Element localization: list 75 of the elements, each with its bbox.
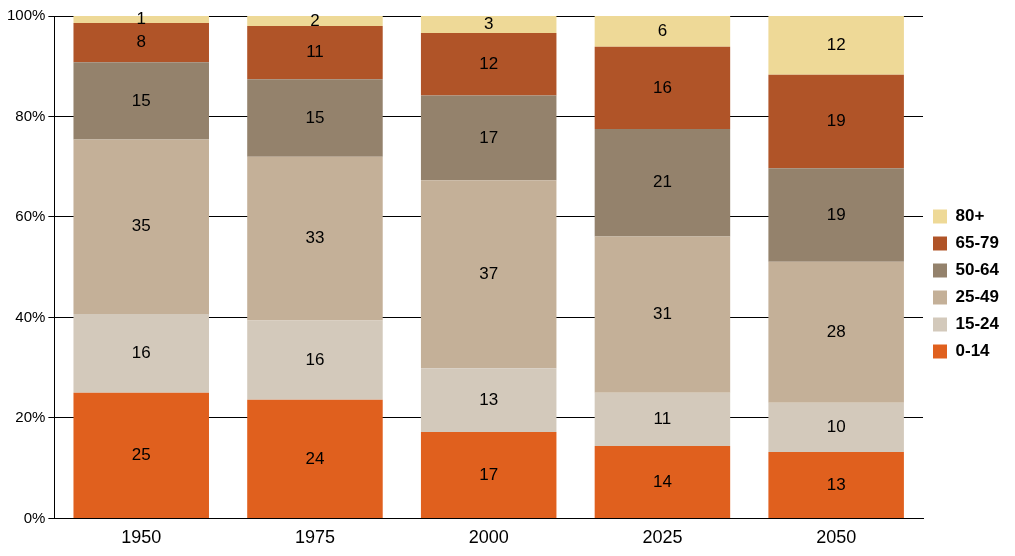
data-label: 15 [305, 107, 325, 127]
data-label: 17 [479, 464, 499, 484]
bar [73, 392, 209, 518]
data-label: 24 [305, 448, 325, 468]
bar [594, 236, 731, 393]
bar [247, 26, 383, 80]
data-label: 21 [652, 172, 672, 192]
x-tick-label: 1950 [121, 527, 162, 548]
bar [247, 320, 383, 400]
bar [594, 16, 731, 47]
x-tick-label: 2025 [642, 527, 683, 548]
data-label: 14 [652, 471, 672, 491]
bar [73, 139, 209, 314]
data-label: 19 [826, 111, 846, 131]
data-label: 2 [310, 10, 320, 30]
data-label: 13 [479, 389, 499, 409]
bar [420, 95, 557, 181]
legend-label: 0-14 [955, 341, 991, 361]
bar [768, 168, 904, 262]
bar [420, 368, 557, 432]
data-label: 12 [826, 35, 846, 55]
y-tick-label: 40% [15, 307, 46, 325]
data-label: 28 [826, 321, 846, 341]
bar [594, 392, 731, 447]
y-tick-label: 0% [23, 508, 46, 526]
data-label: 19 [826, 204, 846, 224]
x-tick-label: 2000 [468, 527, 509, 548]
data-label: 6 [657, 21, 668, 41]
data-label: 33 [305, 228, 325, 248]
bar [768, 74, 904, 169]
data-label: 12 [479, 53, 499, 73]
legend-label: 25-49 [955, 287, 999, 307]
data-label: 3 [483, 14, 494, 34]
bar [768, 402, 904, 453]
x-tick-label: 2050 [816, 527, 857, 548]
data-label: 13 [826, 474, 846, 494]
data-label: 37 [479, 263, 499, 283]
bar [73, 313, 209, 393]
bar [420, 16, 557, 34]
bar [768, 452, 904, 518]
data-label: 11 [653, 409, 672, 429]
data-label: 25 [131, 445, 151, 465]
data-label: 17 [479, 127, 499, 147]
data-label: 16 [305, 349, 325, 369]
bar [247, 16, 383, 27]
bar [420, 180, 557, 369]
bar [768, 261, 904, 403]
bar [420, 33, 557, 96]
data-label: 8 [136, 32, 146, 52]
bar [247, 399, 383, 518]
bar [247, 156, 383, 321]
legend-label: 65-79 [955, 233, 999, 253]
bar [768, 16, 904, 75]
y-tick-label: 20% [15, 408, 46, 426]
legend-label: 80+ [955, 206, 985, 226]
data-label: 31 [652, 304, 672, 324]
data-label: 11 [306, 42, 324, 62]
bar [73, 62, 209, 140]
data-label: 35 [131, 216, 151, 236]
bar [420, 431, 557, 518]
bar [73, 23, 209, 63]
data-label: 10 [826, 417, 846, 437]
legend-label: 50-64 [955, 260, 1000, 280]
data-label: 15 [131, 90, 151, 110]
bar [594, 46, 731, 130]
y-tick-label: 80% [15, 106, 46, 124]
data-label: 16 [652, 77, 672, 97]
data-label: 16 [131, 343, 151, 363]
legend-label: 15-24 [955, 314, 1000, 334]
x-tick-label: 1975 [294, 527, 335, 548]
bar [247, 79, 383, 157]
bar [594, 129, 731, 237]
y-tick-label: 100% [6, 6, 46, 24]
y-tick-label: 60% [15, 207, 46, 225]
bar [594, 446, 731, 518]
